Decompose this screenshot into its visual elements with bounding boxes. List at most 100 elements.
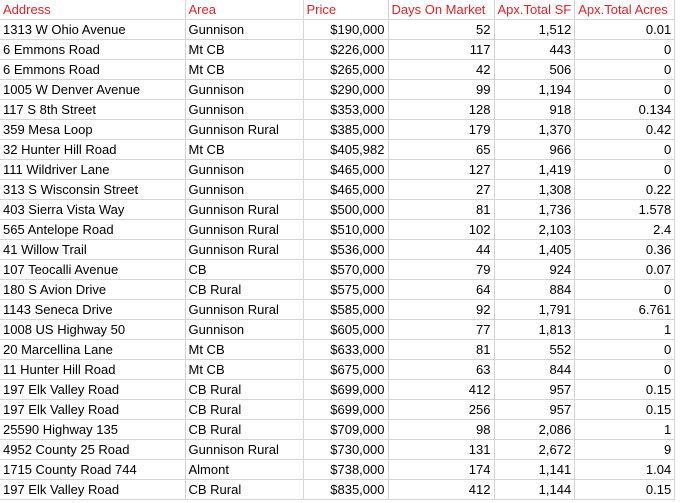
cell-total-sf[interactable]: 957 — [494, 399, 576, 420]
cell-area[interactable]: CB Rural — [185, 379, 304, 400]
cell-area[interactable]: Almont — [185, 459, 304, 480]
cell-days-on-market[interactable]: 128 — [388, 99, 495, 120]
cell-area[interactable]: Gunnison — [185, 19, 304, 40]
cell-days-on-market[interactable]: 77 — [388, 319, 495, 340]
cell-area[interactable]: Mt CB — [185, 139, 304, 160]
cell-total-acres[interactable]: 0.15 — [574, 479, 676, 500]
cell-price[interactable]: $699,000 — [303, 399, 389, 420]
cell-address[interactable]: 1143 Seneca Drive — [0, 299, 186, 320]
cell-total-sf[interactable]: 1,813 — [494, 319, 576, 340]
cell-area[interactable]: CB Rural — [185, 399, 304, 420]
cell-total-acres[interactable]: 0.134 — [574, 99, 676, 120]
cell-total-sf[interactable]: 924 — [494, 259, 576, 280]
cell-address[interactable]: 313 S Wisconsin Street — [0, 179, 186, 200]
cell-address[interactable]: 197 Elk Valley Road — [0, 379, 186, 400]
cell-total-acres[interactable]: 0.07 — [574, 259, 676, 280]
cell-price[interactable]: $465,000 — [303, 159, 389, 180]
cell-address[interactable]: 197 Elk Valley Road — [0, 479, 186, 500]
cell-address[interactable]: 565 Antelope Road — [0, 219, 186, 240]
cell-price[interactable]: $265,000 — [303, 59, 389, 80]
cell-days-on-market[interactable]: 92 — [388, 299, 495, 320]
cell-total-acres[interactable]: 9 — [574, 439, 676, 460]
cell-total-sf[interactable]: 1,370 — [494, 119, 576, 140]
cell-area[interactable]: Gunnison — [185, 159, 304, 180]
cell-total-sf[interactable]: 1,141 — [494, 459, 576, 480]
cell-area[interactable]: Mt CB — [185, 39, 304, 60]
cell-total-acres[interactable]: 0 — [574, 79, 676, 100]
cell-total-sf[interactable]: 844 — [494, 359, 576, 380]
cell-total-acres[interactable]: 0 — [574, 159, 676, 180]
header-days-on-market[interactable]: Days On Market — [388, 0, 495, 20]
cell-address[interactable]: 197 Elk Valley Road — [0, 399, 186, 420]
cell-total-acres[interactable]: 0.15 — [574, 379, 676, 400]
cell-total-acres[interactable]: 0 — [574, 59, 676, 80]
cell-days-on-market[interactable]: 27 — [388, 179, 495, 200]
cell-price[interactable]: $500,000 — [303, 199, 389, 220]
header-price[interactable]: Price — [303, 0, 389, 20]
cell-total-acres[interactable]: 6.761 — [574, 299, 676, 320]
cell-total-sf[interactable]: 918 — [494, 99, 576, 120]
cell-days-on-market[interactable]: 64 — [388, 279, 495, 300]
cell-total-sf[interactable]: 2,672 — [494, 439, 576, 460]
cell-price[interactable]: $575,000 — [303, 279, 389, 300]
cell-total-sf[interactable]: 1,194 — [494, 79, 576, 100]
cell-price[interactable]: $405,982 — [303, 139, 389, 160]
cell-days-on-market[interactable]: 412 — [388, 379, 495, 400]
header-address[interactable]: Address — [0, 0, 186, 20]
cell-price[interactable]: $290,000 — [303, 79, 389, 100]
cell-total-sf[interactable]: 1,308 — [494, 179, 576, 200]
cell-address[interactable]: 4952 County 25 Road — [0, 439, 186, 460]
cell-total-sf[interactable]: 1,736 — [494, 199, 576, 220]
cell-area[interactable]: CB Rural — [185, 479, 304, 500]
cell-days-on-market[interactable]: 102 — [388, 219, 495, 240]
cell-total-acres[interactable]: 0.15 — [574, 399, 676, 420]
cell-price[interactable]: $738,000 — [303, 459, 389, 480]
cell-price[interactable]: $633,000 — [303, 339, 389, 360]
cell-total-sf[interactable]: 884 — [494, 279, 576, 300]
cell-total-sf[interactable]: 1,419 — [494, 159, 576, 180]
cell-total-sf[interactable]: 2,086 — [494, 419, 576, 440]
cell-days-on-market[interactable]: 179 — [388, 119, 495, 140]
cell-price[interactable]: $605,000 — [303, 319, 389, 340]
cell-total-acres[interactable]: 0.36 — [574, 239, 676, 260]
cell-address[interactable]: 11 Hunter Hill Road — [0, 359, 186, 380]
cell-area[interactable]: Gunnison Rural — [185, 119, 304, 140]
cell-total-sf[interactable]: 1,144 — [494, 479, 576, 500]
cell-days-on-market[interactable]: 174 — [388, 459, 495, 480]
cell-area[interactable]: CB Rural — [185, 419, 304, 440]
cell-address[interactable]: 32 Hunter Hill Road — [0, 139, 186, 160]
cell-days-on-market[interactable]: 98 — [388, 419, 495, 440]
cell-days-on-market[interactable]: 52 — [388, 19, 495, 40]
cell-price[interactable]: $385,000 — [303, 119, 389, 140]
cell-address[interactable]: 1715 County Road 744 — [0, 459, 186, 480]
cell-total-acres[interactable]: 1.04 — [574, 459, 676, 480]
cell-days-on-market[interactable]: 131 — [388, 439, 495, 460]
cell-area[interactable]: CB Rural — [185, 279, 304, 300]
cell-address[interactable]: 41 Willow Trail — [0, 239, 186, 260]
cell-area[interactable]: Mt CB — [185, 359, 304, 380]
cell-days-on-market[interactable]: 127 — [388, 159, 495, 180]
cell-price[interactable]: $730,000 — [303, 439, 389, 460]
cell-days-on-market[interactable]: 79 — [388, 259, 495, 280]
cell-days-on-market[interactable]: 117 — [388, 39, 495, 60]
cell-total-acres[interactable]: 0 — [574, 39, 676, 60]
cell-price[interactable]: $835,000 — [303, 479, 389, 500]
cell-total-acres[interactable]: 0.42 — [574, 119, 676, 140]
cell-area[interactable]: Gunnison — [185, 79, 304, 100]
cell-area[interactable]: Gunnison Rural — [185, 439, 304, 460]
cell-price[interactable]: $709,000 — [303, 419, 389, 440]
cell-area[interactable]: Mt CB — [185, 339, 304, 360]
cell-days-on-market[interactable]: 412 — [388, 479, 495, 500]
cell-price[interactable]: $353,000 — [303, 99, 389, 120]
cell-total-sf[interactable]: 1,512 — [494, 19, 576, 40]
cell-price[interactable]: $465,000 — [303, 179, 389, 200]
cell-total-sf[interactable]: 2,103 — [494, 219, 576, 240]
cell-address[interactable]: 403 Sierra Vista Way — [0, 199, 186, 220]
header-total-acres[interactable]: Apx.Total Acres — [574, 0, 676, 20]
cell-area[interactable]: Gunnison Rural — [185, 199, 304, 220]
cell-price[interactable]: $675,000 — [303, 359, 389, 380]
cell-address[interactable]: 20 Marcellina Lane — [0, 339, 186, 360]
cell-total-acres[interactable]: 1 — [574, 419, 676, 440]
cell-address[interactable]: 25590 Highway 135 — [0, 419, 186, 440]
cell-total-sf[interactable]: 1,405 — [494, 239, 576, 260]
